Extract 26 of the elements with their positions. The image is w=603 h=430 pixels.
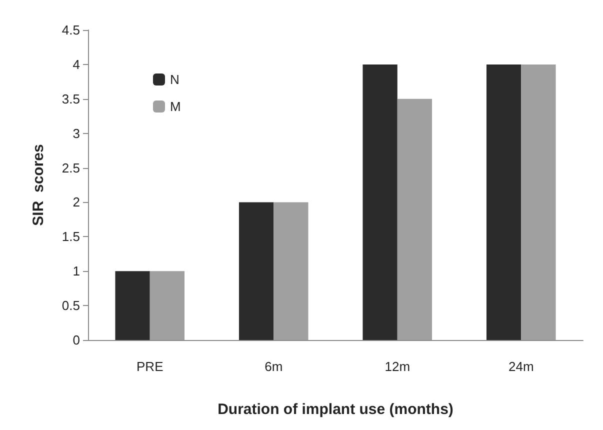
y-tick-label: 2.5	[62, 160, 80, 176]
y-tick-label: 4.5	[62, 22, 80, 38]
bar	[274, 202, 308, 340]
bar	[521, 64, 556, 340]
y-axis-title: SIR scores	[30, 144, 47, 226]
legend-label: N	[170, 72, 180, 87]
y-tick-label: 0.5	[62, 298, 80, 314]
y-tick-label: 4	[72, 56, 80, 72]
bar	[238, 202, 274, 340]
bar	[150, 271, 185, 340]
x-tick-label: 12m	[384, 359, 410, 374]
x-tick-label: 6m	[264, 359, 283, 374]
x-tick-label: 24m	[508, 359, 534, 374]
y-tick-label: 3.5	[62, 91, 80, 106]
y-tick-label: 2	[72, 194, 80, 210]
x-tick-label: PRE	[136, 359, 164, 374]
y-tick-label: 1	[72, 264, 80, 279]
bar	[397, 98, 432, 340]
y-tick-label: 1.5	[62, 229, 80, 244]
legend-label: M	[170, 99, 181, 114]
bar	[362, 64, 398, 340]
bar	[115, 271, 150, 340]
y-tick-label: 3	[72, 126, 80, 141]
bar	[486, 64, 522, 340]
x-axis-title: Duration of implant use (months)	[218, 401, 454, 418]
y-tick-label: 0	[72, 332, 80, 348]
